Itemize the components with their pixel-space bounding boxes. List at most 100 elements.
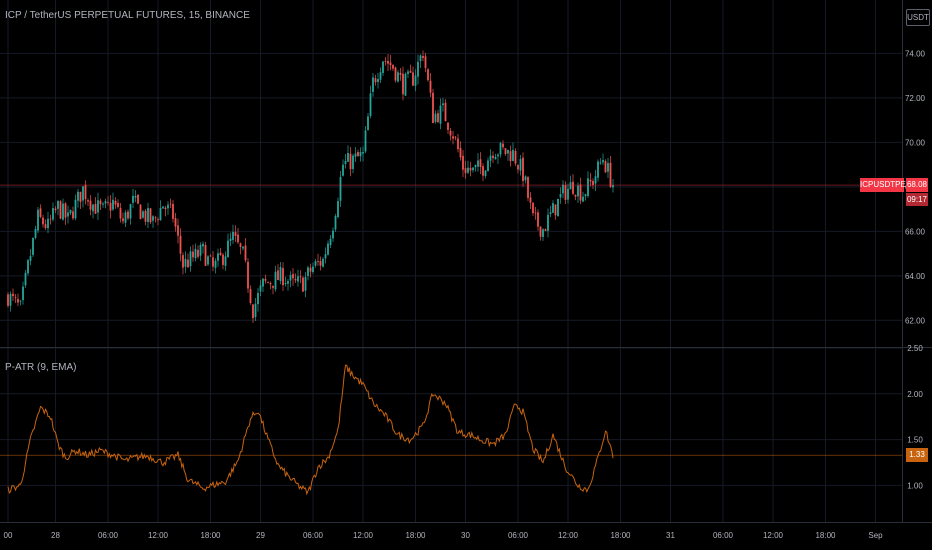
candle-body [447, 122, 449, 130]
candle-body [419, 55, 422, 62]
candle-body [284, 283, 287, 284]
candle-body [202, 243, 204, 247]
candle-body [527, 177, 529, 198]
candle-body [474, 164, 477, 168]
candle-body [464, 168, 467, 174]
candle-body [409, 70, 412, 73]
candle-body [124, 212, 127, 223]
candle-body [417, 61, 419, 77]
candle-body [584, 194, 587, 197]
candle-body [17, 298, 19, 303]
candle-body [499, 142, 502, 155]
candle-body [392, 64, 394, 69]
candle-body [207, 256, 209, 265]
candle-body [39, 208, 42, 217]
candle-body [52, 208, 54, 220]
candle-body [577, 185, 579, 197]
candle-body [172, 204, 174, 219]
candle-body [424, 56, 427, 68]
candle-body [212, 257, 214, 267]
candle-body [597, 161, 599, 178]
candle-body [572, 181, 574, 194]
candle-body [514, 150, 517, 164]
indicator-title[interactable]: P-ATR (9, EMA) [5, 362, 77, 373]
candle-body [9, 293, 12, 306]
candle-body [327, 243, 329, 255]
candle-body [277, 270, 279, 280]
candle-body [407, 71, 409, 74]
candle-body [607, 163, 609, 172]
candle-body [217, 253, 219, 261]
candle-body [489, 155, 492, 161]
candle-body [402, 73, 404, 95]
y-tick-label: 2.00 [907, 390, 923, 399]
candle-body [332, 230, 334, 239]
candle-body [334, 215, 337, 230]
x-tick-label: 06:00 [303, 531, 324, 540]
candle-body [347, 153, 349, 162]
candle-body [234, 232, 237, 236]
candle-body [159, 207, 162, 221]
candle-body [319, 260, 322, 266]
candle-body [152, 216, 154, 221]
x-tick-label: 06:00 [508, 531, 529, 540]
candle-body [164, 207, 167, 210]
candle-body [34, 229, 37, 238]
candle-body [472, 167, 474, 171]
candle-body [19, 300, 22, 302]
candle-body [282, 268, 284, 286]
candle-body [157, 219, 159, 221]
candle-body [222, 254, 224, 265]
y-tick-label: 62.00 [905, 316, 926, 325]
candle-body [24, 272, 27, 286]
candle-body [27, 260, 29, 274]
x-tick-label: 06:00 [713, 531, 734, 540]
candle-body [429, 80, 432, 93]
candle-body [279, 267, 282, 281]
candle-body [612, 185, 614, 188]
candle-body [377, 79, 379, 82]
candle-body [107, 201, 109, 203]
candle-body [374, 78, 377, 83]
candle-body [469, 167, 472, 171]
candle-body [507, 149, 509, 154]
y-tick-label: 64.00 [905, 272, 926, 281]
candle-body [337, 201, 339, 217]
candle-body [232, 231, 234, 240]
candle-body [194, 248, 197, 259]
candle-body [427, 69, 429, 81]
candle-body [587, 178, 589, 196]
candle-body [137, 194, 139, 204]
candle-body [169, 203, 172, 205]
candle-body [262, 278, 264, 287]
candle-body [299, 276, 302, 278]
candle-body [549, 212, 552, 214]
y-tick-label: 2.50 [907, 344, 923, 353]
candle-body [109, 202, 112, 211]
candle-body [544, 229, 547, 231]
candle-body [289, 275, 292, 281]
candle-body [119, 208, 122, 219]
candle-body [304, 277, 307, 291]
candle-body [274, 271, 277, 290]
candle-body [154, 217, 157, 219]
candle-body [522, 157, 524, 181]
candle-body [214, 260, 217, 268]
candle-body [372, 77, 374, 92]
candle-body [174, 218, 177, 227]
candle-body [79, 191, 82, 202]
candle-body [97, 200, 99, 213]
candle-body [252, 304, 254, 319]
candle-body [569, 182, 572, 190]
x-tick-label: Sep [868, 531, 883, 540]
y-tick-label: 1.00 [907, 481, 923, 490]
candle-body [237, 234, 239, 243]
candle-body [384, 61, 387, 62]
candle-body [312, 266, 314, 273]
candle-body [14, 296, 17, 298]
x-tick-label: 28 [51, 531, 60, 540]
candle-body [439, 105, 442, 124]
currency-button[interactable]: USDT [906, 9, 930, 26]
candle-body [129, 204, 132, 219]
